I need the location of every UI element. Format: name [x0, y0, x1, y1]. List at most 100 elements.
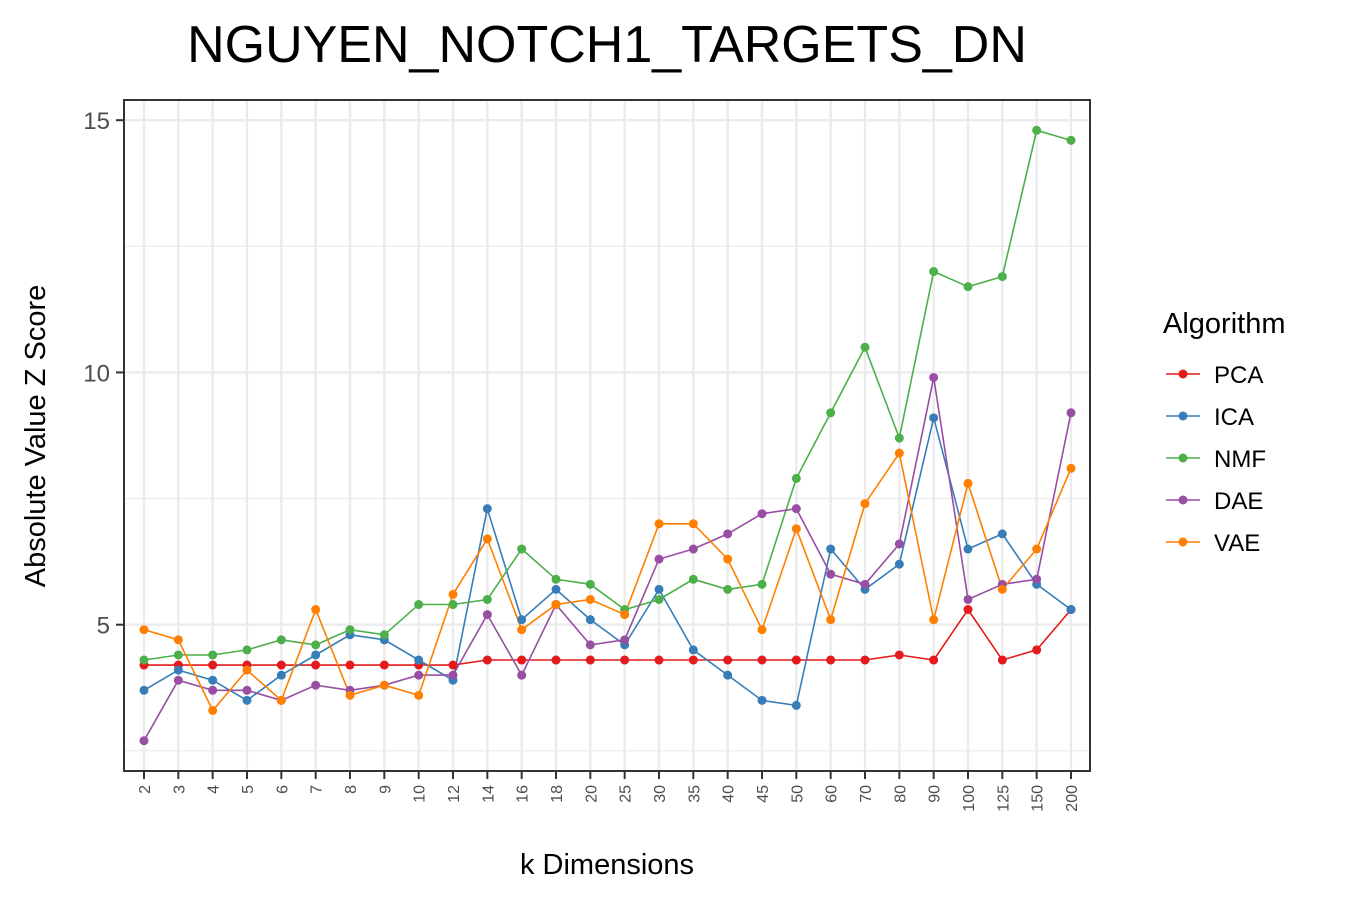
- data-point-ica: [963, 544, 973, 554]
- data-point-pca: [551, 655, 561, 665]
- data-point-nmf: [757, 579, 767, 589]
- data-point-dae: [414, 670, 424, 680]
- data-point-dae: [1032, 574, 1042, 584]
- data-point-dae: [585, 640, 595, 650]
- data-point-ica: [654, 584, 664, 594]
- x-tick-label: 45: [755, 785, 772, 803]
- data-point-vae: [276, 695, 286, 705]
- data-point-nmf: [414, 600, 424, 610]
- data-point-pca: [688, 655, 698, 665]
- legend-key-point-nmf: [1178, 453, 1188, 463]
- data-point-nmf: [860, 342, 870, 352]
- data-point-dae: [173, 675, 183, 685]
- data-point-ica: [139, 685, 149, 695]
- legend-label-pca: PCA: [1214, 362, 1263, 389]
- x-axis-title: k Dimensions: [520, 849, 694, 881]
- data-point-vae: [757, 625, 767, 635]
- data-point-vae: [482, 534, 492, 544]
- data-point-nmf: [242, 645, 252, 655]
- data-point-nmf: [345, 625, 355, 635]
- data-point-ica: [929, 413, 939, 423]
- data-point-nmf: [894, 433, 904, 443]
- series-line-ica: [143, 417, 1072, 707]
- data-point-dae: [242, 685, 252, 695]
- data-point-vae: [791, 524, 801, 534]
- data-point-pca: [894, 650, 904, 660]
- data-point-pca: [826, 655, 836, 665]
- x-tick-label: 30: [652, 785, 669, 803]
- data-point-nmf: [723, 584, 733, 594]
- x-tick-label: 4: [206, 785, 223, 794]
- legend-key-point-pca: [1178, 369, 1188, 379]
- data-point-dae: [860, 579, 870, 589]
- data-point-ica: [757, 695, 767, 705]
- series-line-dae: [143, 377, 1072, 742]
- data-point-dae: [826, 569, 836, 579]
- data-point-ica: [791, 700, 801, 710]
- x-tick-label: 35: [686, 785, 703, 803]
- data-point-vae: [860, 499, 870, 509]
- data-point-pca: [208, 660, 218, 670]
- x-tick-label: 9: [377, 785, 394, 794]
- data-point-vae: [654, 519, 664, 529]
- data-point-nmf: [379, 630, 389, 640]
- data-point-vae: [997, 584, 1007, 594]
- x-tick-label: 80: [892, 785, 909, 803]
- data-point-dae: [723, 529, 733, 539]
- data-point-pca: [448, 660, 458, 670]
- x-tick-label: 14: [480, 785, 497, 803]
- x-tick-label: 20: [583, 785, 600, 803]
- data-point-dae: [139, 736, 149, 746]
- data-point-vae: [723, 554, 733, 564]
- data-point-pca: [791, 655, 801, 665]
- data-point-dae: [517, 670, 527, 680]
- data-point-dae: [482, 610, 492, 620]
- data-point-ica: [551, 584, 561, 594]
- data-point-pca: [482, 655, 492, 665]
- y-axis-title: Absolute Value Z Score: [20, 285, 52, 588]
- y-tick-label: 15: [83, 108, 110, 135]
- legend-key-point-ica: [1178, 411, 1188, 421]
- series-line-vae: [143, 451, 1072, 712]
- legend: Algorithm PCA ICA NMF DAE VAE: [1163, 308, 1286, 557]
- data-point-nmf: [139, 655, 149, 665]
- data-point-nmf: [517, 544, 527, 554]
- data-point-nmf: [311, 640, 321, 650]
- data-point-vae: [894, 448, 904, 458]
- data-point-ica: [208, 675, 218, 685]
- data-point-nmf: [997, 272, 1007, 282]
- data-point-pca: [311, 660, 321, 670]
- data-point-pca: [379, 660, 389, 670]
- x-tick-label: 8: [343, 785, 360, 794]
- x-tick-label: 6: [274, 785, 291, 794]
- x-tick-label: 16: [515, 785, 532, 803]
- y-axis: 5 10 15: [83, 108, 124, 640]
- x-tick-label: 18: [549, 785, 566, 803]
- legend-title: Algorithm: [1163, 308, 1286, 340]
- data-point-vae: [379, 680, 389, 690]
- data-point-pca: [723, 655, 733, 665]
- data-point-vae: [208, 705, 218, 715]
- x-tick-label: 200: [1064, 785, 1081, 812]
- x-tick-label: 12: [446, 785, 463, 803]
- legend-label-vae: VAE: [1214, 530, 1260, 557]
- x-tick-label: 10: [412, 785, 429, 803]
- data-point-nmf: [688, 574, 698, 584]
- data-point-dae: [620, 635, 630, 645]
- data-point-ica: [517, 615, 527, 625]
- data-point-ica: [723, 670, 733, 680]
- data-point-nmf: [791, 473, 801, 483]
- data-point-vae: [620, 610, 630, 620]
- data-point-vae: [448, 589, 458, 599]
- x-tick-label: 3: [171, 785, 188, 794]
- data-point-pca: [860, 655, 870, 665]
- x-axis: 2 3 4 5 6 7 8 9 10 12 14 16 18 20 25 30 35 40 45 50 60 70 80 90…: [137, 771, 1081, 812]
- data-point-pca: [963, 605, 973, 615]
- data-point-pca: [276, 660, 286, 670]
- series-lines: [143, 129, 1072, 742]
- data-point-nmf: [963, 282, 973, 292]
- data-point-pca: [997, 655, 1007, 665]
- data-point-vae: [517, 625, 527, 635]
- data-point-ica: [173, 665, 183, 675]
- x-tick-label: 40: [721, 785, 738, 803]
